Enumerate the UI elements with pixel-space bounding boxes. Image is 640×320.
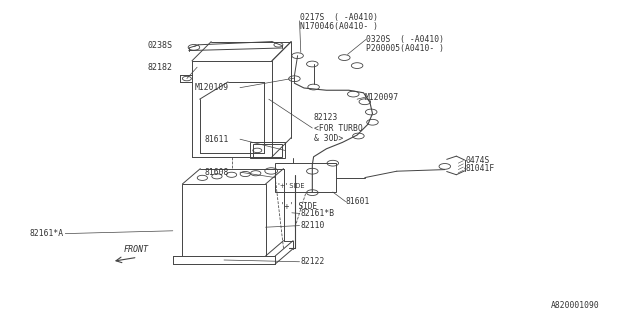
Bar: [253, 144, 282, 157]
Text: A820001090: A820001090: [550, 301, 599, 310]
Bar: [250, 142, 285, 158]
Text: 82110: 82110: [301, 221, 325, 230]
Text: M120097: M120097: [365, 93, 399, 102]
Text: 0217S  ( -A0410): 0217S ( -A0410): [300, 13, 378, 22]
Text: M120109: M120109: [195, 83, 229, 92]
Text: 81601: 81601: [346, 197, 370, 206]
Text: N170046(A0410- ): N170046(A0410- ): [300, 22, 378, 31]
Bar: [182, 184, 266, 256]
Text: 0238S: 0238S: [148, 41, 173, 50]
Text: 81608: 81608: [205, 168, 229, 177]
Text: FRONT: FRONT: [124, 245, 149, 254]
Text: 0320S  ( -A0410): 0320S ( -A0410): [366, 35, 444, 44]
Text: P200005(A0410- ): P200005(A0410- ): [366, 44, 444, 53]
Bar: [275, 163, 336, 192]
Text: 82122: 82122: [301, 257, 325, 266]
Text: 82182: 82182: [148, 63, 173, 72]
Text: 81041F: 81041F: [466, 164, 495, 173]
Text: 82161*B: 82161*B: [301, 209, 335, 218]
Text: 82123
<FOR TURBO
& 3OD>: 82123 <FOR TURBO & 3OD>: [314, 113, 362, 143]
Text: 0474S: 0474S: [466, 156, 490, 164]
Text: 81611: 81611: [205, 135, 229, 144]
Text: 82161*A: 82161*A: [30, 229, 64, 238]
Text: '+' SIDE: '+' SIDE: [278, 183, 305, 189]
Text: '+' SIDE: '+' SIDE: [280, 202, 317, 211]
